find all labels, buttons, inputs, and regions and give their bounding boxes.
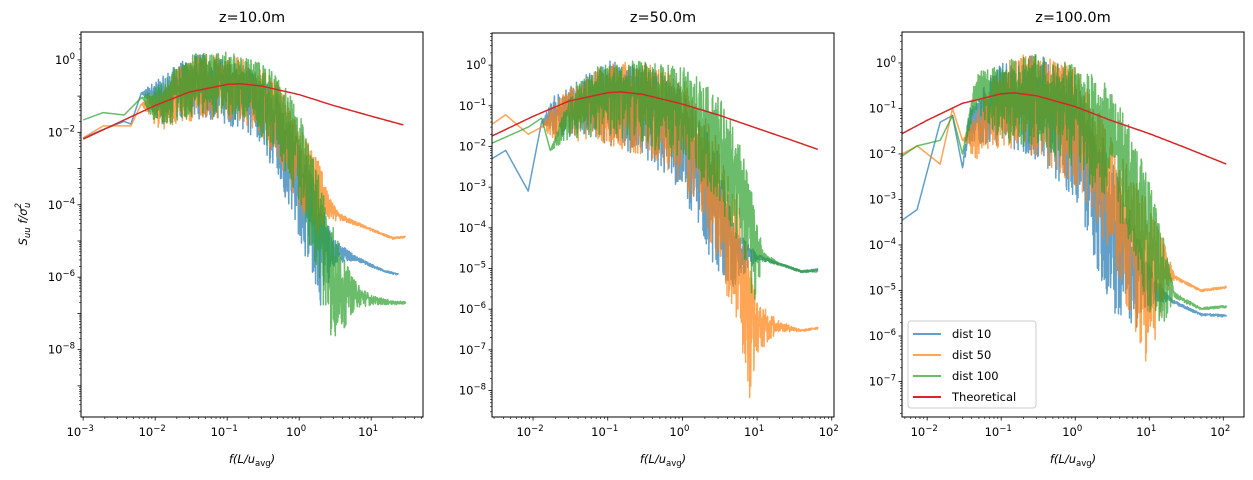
y-axis-ticks: 100 10−2 10−4 10−6 10−8 — [48, 34, 81, 412]
series-line-dist-100 — [902, 53, 1228, 322]
x-tick-label: 101 — [1136, 424, 1156, 439]
y-tick-label: 10−6 — [869, 328, 896, 343]
axes-frame — [901, 31, 1245, 418]
y-tick-label: 10−1 — [459, 98, 486, 113]
y-tick-label: 100 — [876, 55, 896, 70]
x-axis-ticks: 10−2 10−1 100 101 102 — [493, 417, 839, 439]
y-tick-label: 100 — [55, 52, 75, 67]
subplot-z50: z=50.0m 10−2 10−1 100 101 102 10010−110−210−… — [459, 10, 839, 469]
y-axis-ticks: 100 10−1 10−2 10−3 10−4 10−5 10−6 10−7 — [869, 35, 902, 414]
x-tick-label: 10−3 — [67, 424, 94, 439]
plot-area — [492, 60, 819, 399]
legend-box — [907, 320, 1037, 409]
y-tick-label: 10−8 — [459, 383, 486, 398]
y-tick-label: 10−3 — [459, 179, 486, 194]
series-line-dist-100 — [82, 51, 407, 337]
axes-frame — [491, 32, 835, 418]
legend-entry-theoretical: Theoretical — [913, 390, 1016, 404]
x-tick-label: 101 — [358, 424, 378, 439]
axes-frame — [80, 31, 424, 418]
subplot-title: z=50.0m — [630, 10, 696, 26]
y-tick-label: 10−7 — [459, 342, 486, 357]
y-axis-ticks: 100 10−1 10−2 10−3 10−4 10−5 10−6 10−7 10−8 — [459, 33, 492, 413]
series-line-theoretical — [902, 92, 1227, 165]
y-tick-label: 10−7 — [869, 374, 896, 389]
x-tick-label: 10−1 — [591, 424, 618, 439]
x-tick-label: 10−1 — [985, 424, 1012, 439]
y-tick-label: 10−1 — [869, 100, 896, 115]
y-tick-label: 10−4 — [48, 197, 75, 212]
x-tick-label: 100 — [286, 424, 306, 439]
subplot-z10: z=10.0m 10−3 10−2 10−1 100 101 10010−210−410… — [14, 10, 424, 469]
legend-label: dist 10 — [952, 327, 991, 341]
x-tick-label: 102 — [1210, 424, 1230, 439]
x-tick-label: 102 — [819, 424, 839, 439]
y-tick-label: 10−3 — [869, 191, 896, 206]
x-axis-label: f(L/uavg) — [1050, 452, 1096, 469]
y-tick-label: 10−4 — [869, 237, 896, 252]
y-tick-label: 10−6 — [48, 269, 75, 284]
x-axis-ticks: 10−3 10−2 10−1 100 101 — [67, 417, 422, 439]
y-tick-label: 10−6 — [459, 301, 486, 316]
x-tick-label: 10−2 — [911, 424, 938, 439]
series-line-theoretical — [492, 91, 819, 151]
x-tick-label: 101 — [744, 424, 764, 439]
legend: dist 10 dist 50 dist 100 Theoretical — [907, 320, 1037, 409]
y-tick-label: 10−2 — [48, 124, 75, 139]
series-line-dist-10 — [902, 55, 1228, 328]
subplot-title: z=10.0m — [219, 10, 285, 26]
y-tick-label: 10−2 — [869, 146, 896, 161]
x-axis-ticks: 10−2 10−1 100 101 102 — [904, 417, 1230, 439]
legend-label: dist 50 — [952, 348, 991, 362]
y-axis-label: Suu f/σ2u — [14, 203, 33, 246]
series-line-theoretical — [82, 82, 404, 140]
plot-area — [902, 53, 1228, 362]
subplot-z100: z=100.0m 10−2 10−1 100 101 102 10010−110−210… — [869, 10, 1245, 469]
y-tick-label: 10−4 — [459, 220, 486, 235]
x-tick-label: 100 — [1062, 424, 1082, 439]
x-tick-label: 10−2 — [139, 424, 166, 439]
x-tick-label: 10−1 — [211, 424, 238, 439]
series-line-dist-100 — [492, 60, 819, 300]
legend-entry-dist-10: dist 10 — [913, 327, 991, 341]
legend-label: dist 100 — [952, 369, 999, 383]
y-tick-label: 10−5 — [459, 261, 486, 276]
x-axis-label: f(L/uavg) — [640, 452, 686, 469]
legend-entry-dist-50: dist 50 — [913, 348, 991, 362]
y-tick-label: 10−2 — [459, 138, 486, 153]
x-axis-label: f(L/uavg) — [229, 452, 275, 469]
x-tick-label: 100 — [669, 424, 689, 439]
y-tick-label: 10−8 — [48, 342, 75, 357]
legend-entry-dist-100: dist 100 — [913, 369, 999, 383]
plot-area — [82, 51, 407, 337]
y-tick-label: 10−5 — [869, 282, 896, 297]
legend-label: Theoretical — [951, 390, 1016, 404]
subplot-title: z=100.0m — [1035, 10, 1110, 26]
y-tick-label: 100 — [466, 57, 486, 72]
x-tick-label: 10−2 — [516, 424, 543, 439]
